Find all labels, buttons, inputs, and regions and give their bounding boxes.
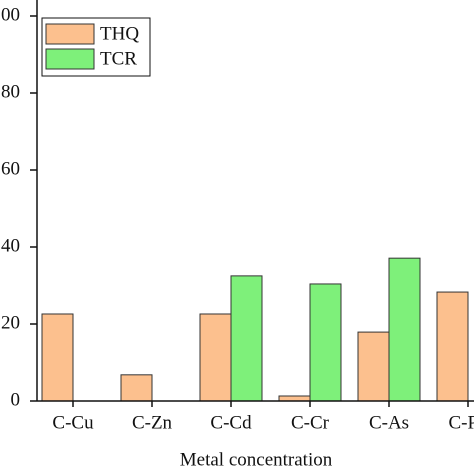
legend-label: THQ <box>100 23 139 44</box>
bar <box>199 313 232 402</box>
bar <box>41 313 74 402</box>
bar <box>436 291 469 402</box>
legend-swatch <box>45 48 95 70</box>
y-tick-label: 0 <box>11 389 21 410</box>
bar <box>230 275 263 402</box>
x-tick-label: C-Cr <box>291 412 330 433</box>
y-tick-label: 20 <box>1 312 20 333</box>
y-tick-label: 40 <box>1 235 20 256</box>
x-axis-label: Metal concentration <box>180 449 333 470</box>
bar <box>278 395 311 402</box>
x-tick-label: C-As <box>369 412 409 433</box>
y-tick-label: 100 <box>0 4 20 25</box>
legend-label: TCR <box>100 48 137 69</box>
bar <box>309 283 342 402</box>
bar <box>120 374 153 402</box>
x-tick-label: C-Cu <box>52 412 94 433</box>
x-tick-label: C-Cd <box>210 412 252 433</box>
bar <box>388 257 421 402</box>
legend-swatch <box>45 23 95 45</box>
y-tick-label: 60 <box>1 158 20 179</box>
y-tick-label: 80 <box>1 81 20 102</box>
bar <box>357 331 390 402</box>
x-tick-label: C-Zn <box>132 412 173 433</box>
x-tick-label: C-Pb <box>448 412 474 433</box>
